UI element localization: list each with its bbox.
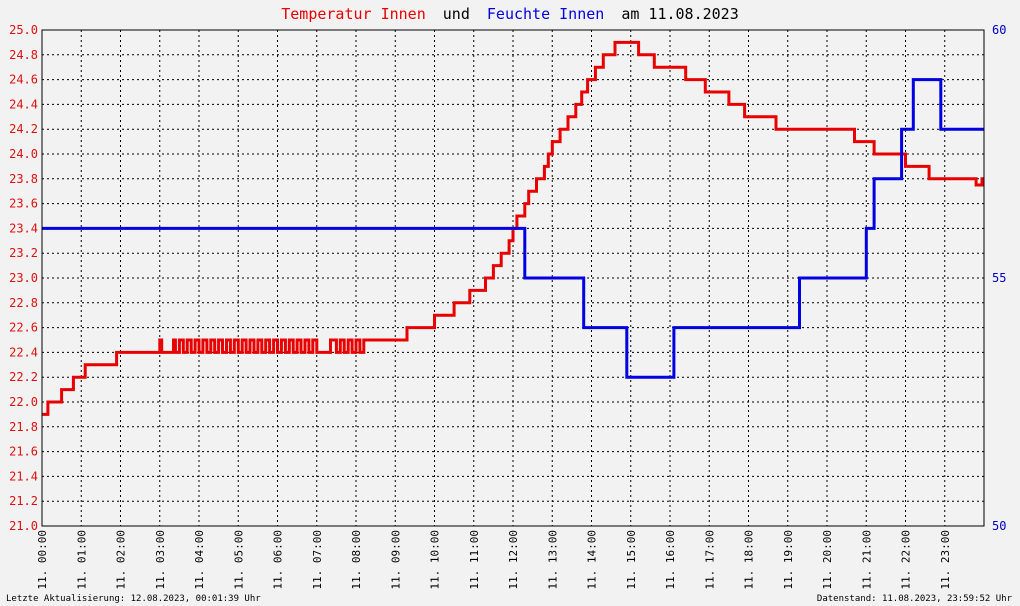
x-tick-label: 11. 08:00 bbox=[350, 530, 363, 590]
y-left-tick-label: 24.6 bbox=[9, 73, 38, 87]
y-left-tick-label: 21.8 bbox=[9, 420, 38, 434]
temperature-line bbox=[42, 40, 984, 416]
x-tick-label: 11. 07:00 bbox=[311, 530, 324, 590]
x-tick-label: 11. 19:00 bbox=[782, 530, 795, 590]
y-left-tick-label: 23.0 bbox=[9, 271, 38, 285]
x-tick-label: 11. 02:00 bbox=[115, 530, 128, 590]
y-left-tick-label: 22.0 bbox=[9, 395, 38, 409]
x-tick-label: 11. 20:00 bbox=[821, 530, 834, 590]
y-left-tick-label: 23.2 bbox=[9, 246, 38, 260]
y-right-tick-label: 50 bbox=[992, 519, 1006, 533]
x-tick-label: 11. 15:00 bbox=[625, 530, 638, 590]
x-tick-label: 11. 06:00 bbox=[272, 530, 285, 590]
x-tick-label: 11. 05:00 bbox=[232, 530, 245, 590]
x-tick-label: 11. 10:00 bbox=[429, 530, 442, 590]
y-left-tick-label: 21.0 bbox=[9, 519, 38, 533]
title-connector: und bbox=[443, 5, 470, 23]
x-tick-label: 11. 14:00 bbox=[586, 530, 599, 590]
y-left-tick-label: 22.6 bbox=[9, 321, 38, 335]
y-left-tick-label: 24.0 bbox=[9, 147, 38, 161]
x-tick-label: 11. 12:00 bbox=[507, 530, 520, 590]
x-tick-label: 11. 16:00 bbox=[664, 530, 677, 590]
y-left-tick-label: 23.6 bbox=[9, 197, 38, 211]
title-temperature: Temperatur Innen bbox=[281, 5, 426, 23]
x-tick-label: 11. 09:00 bbox=[389, 530, 402, 590]
y-left-tick-label: 21.6 bbox=[9, 445, 38, 459]
x-tick-label: 11. 00:00 bbox=[36, 530, 49, 590]
series-layer bbox=[42, 40, 984, 416]
title-humidity: Feuchte Innen bbox=[487, 5, 604, 23]
x-tick-label: 11. 03:00 bbox=[154, 530, 167, 590]
chart-title: Temperatur Innen und Feuchte Innen am 11… bbox=[281, 5, 739, 23]
y-left-tick-label: 22.2 bbox=[9, 370, 38, 384]
x-tick-label: 11. 11:00 bbox=[468, 530, 481, 590]
x-tick-label: 11. 23:00 bbox=[939, 530, 952, 590]
x-tick-label: 11. 04:00 bbox=[193, 530, 206, 590]
y-right-tick-label: 55 bbox=[992, 271, 1006, 285]
y-left-tick-label: 21.4 bbox=[9, 469, 38, 483]
x-tick-label: 11. 21:00 bbox=[860, 530, 873, 590]
y-left-tick-label: 21.2 bbox=[9, 494, 38, 508]
y-left-tick-label: 22.4 bbox=[9, 345, 38, 359]
y-left-tick-label: 23.8 bbox=[9, 172, 38, 186]
title-date: am 11.08.2023 bbox=[621, 5, 738, 23]
y-left-tick-label: 22.8 bbox=[9, 296, 38, 310]
y-right-tick-label: 60 bbox=[992, 23, 1006, 37]
x-tick-label: 11. 13:00 bbox=[546, 530, 559, 590]
y-left-tick-label: 24.2 bbox=[9, 122, 38, 136]
y-left-tick-label: 24.8 bbox=[9, 48, 38, 62]
footer-data-status: Datenstand: 11.08.2023, 23:59:52 Uhr bbox=[817, 594, 1013, 604]
x-tick-label: 11. 22:00 bbox=[900, 530, 913, 590]
axis-layer bbox=[41, 29, 985, 527]
x-tick-label: 11. 18:00 bbox=[743, 530, 756, 590]
y-left-tick-label: 24.4 bbox=[9, 97, 38, 111]
humidity-line bbox=[42, 78, 984, 379]
x-tick-label: 11. 01:00 bbox=[75, 530, 88, 590]
plot-frame bbox=[41, 29, 985, 527]
footer-last-update: Letzte Aktualisierung: 12.08.2023, 00:01… bbox=[6, 594, 261, 604]
y-left-tick-label: 25.0 bbox=[9, 23, 38, 37]
x-tick-label: 11. 17:00 bbox=[703, 530, 716, 590]
y-left-tick-label: 23.4 bbox=[9, 221, 38, 235]
label-layer: 21.0 21.2 21.4 21.6 21.8 22.0 22.2 22.4 22.6 22.8… bbox=[9, 23, 1006, 590]
